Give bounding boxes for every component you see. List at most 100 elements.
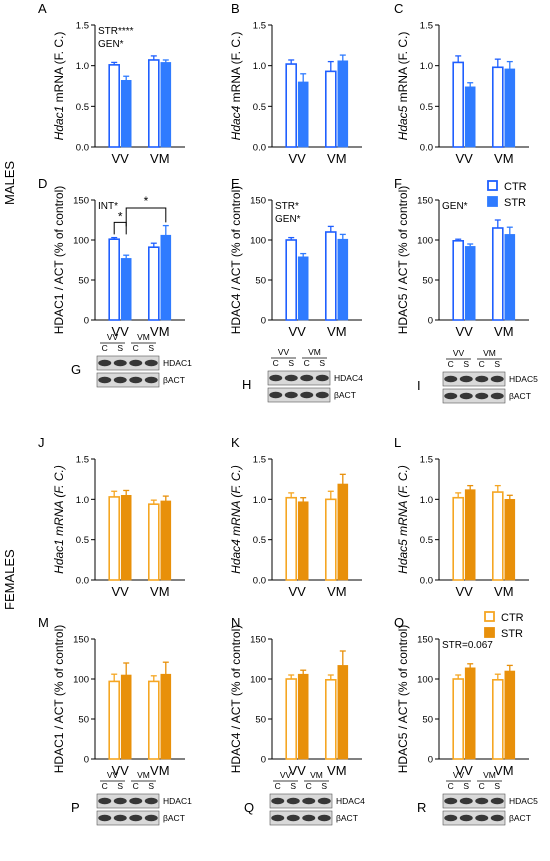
blot-p-band bbox=[129, 814, 143, 822]
blot-r-lane-label: S bbox=[463, 781, 469, 791]
blot-h-lane-label: C bbox=[304, 358, 310, 368]
blot-g-band bbox=[129, 376, 143, 384]
panel-f-ytick-label: 50 bbox=[422, 276, 433, 287]
blot-p-band bbox=[113, 814, 127, 822]
panel-n-ytick-label: 0 bbox=[261, 755, 266, 766]
panel-d-bar-str-vv bbox=[120, 258, 132, 321]
blot-h-band bbox=[315, 374, 329, 382]
blot-p-band-label: βACT bbox=[163, 813, 185, 823]
panel-f-xtick-vm: VM bbox=[494, 324, 514, 339]
blot-i-membrane bbox=[442, 388, 506, 404]
panel-a-bar-ctr-vm bbox=[148, 59, 160, 148]
panel-j-bar-str-vm bbox=[160, 500, 172, 581]
blot-r-lane-label: S bbox=[494, 781, 500, 791]
panel-e-annotation: STR* bbox=[275, 201, 299, 212]
panel-d-bar-ctr-vv bbox=[108, 238, 120, 321]
panel-j-letter: J bbox=[38, 435, 45, 450]
blot-q-band bbox=[317, 814, 331, 822]
blot-h-band bbox=[284, 391, 298, 399]
panel-f-xtick-vv: VV bbox=[456, 324, 474, 339]
panel-k-bar-str-vv bbox=[297, 501, 309, 581]
panel-d-ytick-label: 150 bbox=[73, 196, 89, 207]
panel-c-ytick-label: 1.0 bbox=[420, 61, 433, 72]
blot-q-lane-label: C bbox=[306, 781, 312, 791]
panel-o-xtick-vm: VM bbox=[494, 763, 514, 778]
panel-d-bar-str-vm bbox=[160, 234, 172, 321]
blot-g-band bbox=[129, 359, 143, 367]
blot-q-band bbox=[286, 797, 300, 805]
panel-j-ytick-label: 0.0 bbox=[76, 576, 89, 587]
blot-h-lane-label: S bbox=[319, 358, 325, 368]
panel-l-ytick-label: 0.5 bbox=[420, 535, 433, 546]
legend-males-label-ctr: CTR bbox=[504, 181, 527, 193]
panel-b-ytick-label: 1.5 bbox=[253, 21, 266, 32]
panel-m-xtick-vv: VV bbox=[112, 763, 130, 778]
blot-q-band bbox=[317, 797, 331, 805]
panel-b-bar-str-vv bbox=[297, 81, 309, 148]
panel-n-bar-str-vm bbox=[337, 665, 349, 760]
blot-g-membrane bbox=[96, 355, 160, 371]
panel-a-ytick-label: 0.5 bbox=[76, 102, 89, 113]
panel-k-ytick-label: 0.5 bbox=[253, 535, 266, 546]
panel-d-xtick-vm: VM bbox=[150, 324, 170, 339]
blot-q-band bbox=[302, 797, 316, 805]
blot-p-lane-label: S bbox=[148, 781, 154, 791]
panel-j-ytick-label: 1.5 bbox=[76, 455, 89, 466]
panel-j-bar-ctr-vv bbox=[108, 496, 120, 581]
legend-females-label-str: STR bbox=[501, 628, 523, 640]
panel-c-bar-str-vm bbox=[504, 68, 516, 148]
panel-m-ytick-label: 100 bbox=[73, 675, 89, 686]
panel-k-bar-str-vm bbox=[337, 483, 349, 581]
blot-q-band bbox=[286, 814, 300, 822]
panel-f-bar-str-vv bbox=[464, 246, 476, 321]
blot-p-lane-label: C bbox=[102, 781, 108, 791]
blot-q-membrane bbox=[269, 810, 333, 826]
blot-i-band bbox=[490, 375, 504, 383]
blot-i-group-vv: VV bbox=[453, 348, 465, 358]
panel-e-annotation: GEN* bbox=[275, 214, 301, 225]
panel-e-bar-ctr-vv bbox=[285, 239, 298, 321]
blot-g-membrane bbox=[96, 372, 160, 388]
panel-e-bar-str-vm bbox=[337, 238, 349, 321]
panel-e-ytick-label: 150 bbox=[250, 196, 266, 207]
panel-d-xtick-vv: VV bbox=[112, 324, 130, 339]
panel-m-bar-ctr-vm bbox=[148, 680, 160, 760]
blot-g-band bbox=[144, 376, 158, 384]
blot-r-band bbox=[475, 797, 489, 805]
legend-females-swatch-ctr bbox=[484, 611, 495, 622]
blot-q-lane-label: C bbox=[275, 781, 281, 791]
panel-m-ytick-label: 150 bbox=[73, 635, 89, 646]
blot-h-band-label: βACT bbox=[334, 390, 356, 400]
panel-o-annotation: STR=0.067 bbox=[442, 640, 493, 651]
panel-f-bar-str-vm bbox=[504, 234, 516, 321]
panel-e-xtick-vv: VV bbox=[289, 324, 307, 339]
blot-r-band bbox=[459, 814, 473, 822]
blot-p-group-vm: VM bbox=[137, 770, 150, 780]
blot-q-band bbox=[271, 797, 285, 805]
panel-m-bar-str-vv bbox=[120, 674, 132, 760]
blot-h-lane-label: S bbox=[288, 358, 294, 368]
blot-q-band bbox=[271, 814, 285, 822]
blot-i-lane-label: C bbox=[479, 359, 485, 369]
blot-i-band bbox=[459, 375, 473, 383]
panel-l-xtick-vm: VM bbox=[494, 584, 514, 599]
panel-k-xtick-vm: VM bbox=[327, 584, 347, 599]
panel-n-ytick-label: 50 bbox=[255, 715, 266, 726]
panel-a-ytick-label: 1.0 bbox=[76, 61, 89, 72]
panel-n-bar-ctr-vv bbox=[285, 678, 298, 760]
panel-m-ytick-label: 50 bbox=[78, 715, 89, 726]
panel-o-bar-ctr-vv bbox=[452, 678, 465, 760]
blot-g-band bbox=[98, 376, 112, 384]
blot-p-band bbox=[144, 797, 158, 805]
panel-d-bar-ctr-vm bbox=[148, 246, 160, 321]
panel-e-bar-str-vv bbox=[297, 256, 309, 321]
panel-j-ylabel: Hdac1 mRNA (F. C.) bbox=[52, 465, 66, 574]
blot-h-group-vv: VV bbox=[278, 347, 290, 357]
panel-k-bar-ctr-vv bbox=[285, 496, 298, 581]
panel-j-xtick-vv: VV bbox=[112, 584, 130, 599]
blot-q-lane-label: S bbox=[321, 781, 327, 791]
panel-l-bar-str-vm bbox=[504, 499, 516, 581]
panel-d-ytick-label: 0 bbox=[84, 316, 89, 327]
panel-a-bar-str-vv bbox=[120, 80, 132, 148]
panel-a-bar-str-vm bbox=[160, 62, 172, 148]
